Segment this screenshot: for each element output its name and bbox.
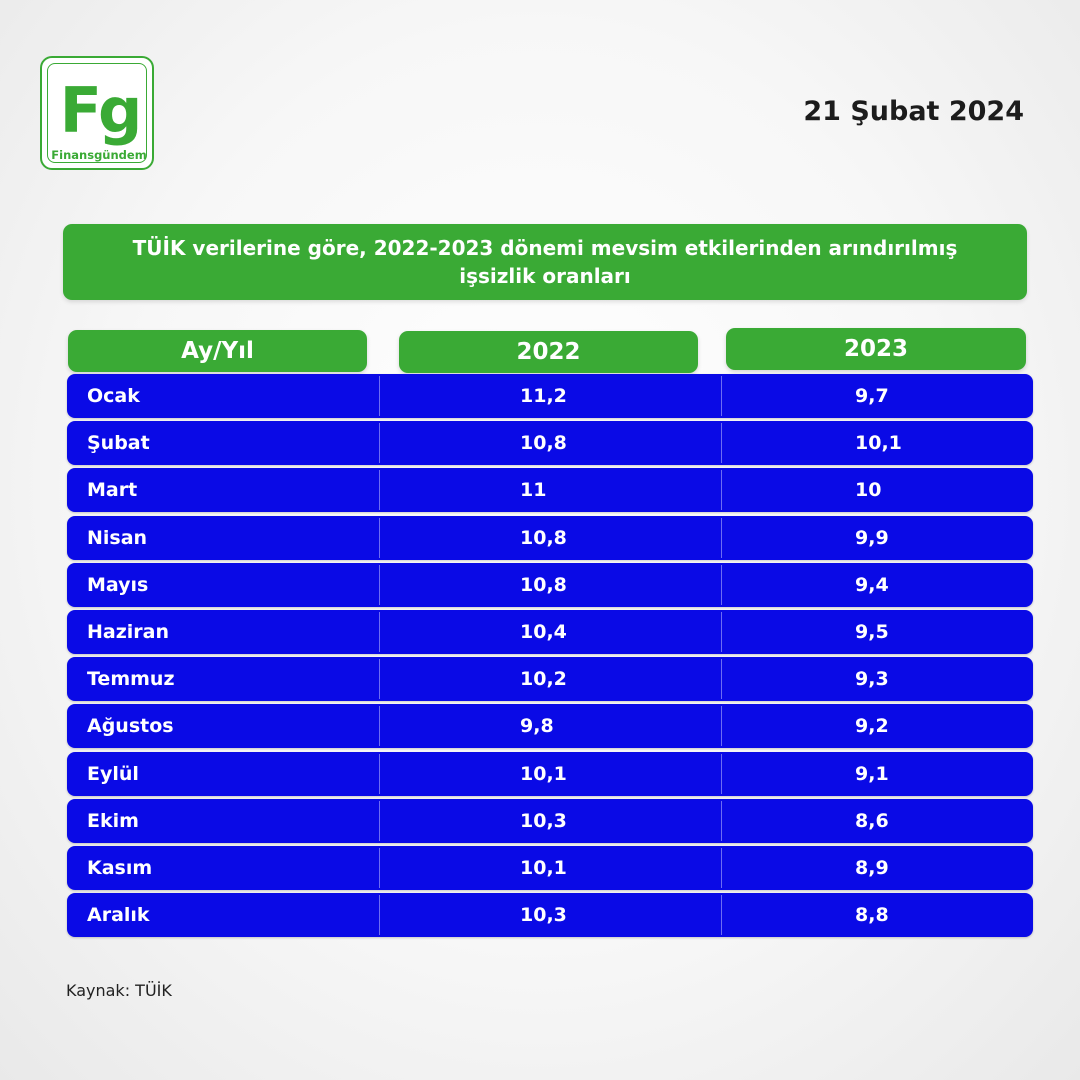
cell-month: Aralık	[87, 904, 150, 927]
cell-month: Kasım	[87, 856, 153, 879]
cell-2022: 10,4	[520, 620, 567, 643]
table-row: Kasım 10,1 8,9	[67, 845, 1033, 890]
column-divider	[379, 470, 380, 511]
cell-2022: 10,1	[520, 762, 567, 785]
cell-month: Mayıs	[87, 573, 149, 596]
table-row: Temmuz 10,2 9,3	[67, 657, 1033, 702]
column-divider	[379, 564, 380, 605]
cell-2023: 9,2	[855, 715, 889, 738]
column-divider	[721, 470, 722, 511]
table-body: Ocak 11,2 9,7 Şubat 10,8 10,1 Mart 11 10 Nisan 10,…	[67, 374, 1033, 940]
cell-2023: 10,1	[855, 432, 902, 455]
cell-2022: 10,8	[520, 573, 567, 596]
cell-2023: 10	[855, 479, 882, 502]
column-divider	[721, 423, 722, 464]
column-divider	[721, 847, 722, 888]
logo-monogram-icon: Fg Finansgündem	[51, 74, 146, 162]
publish-date: 21 Şubat 2024	[803, 96, 1024, 127]
table-row: Ekim 10,3 8,6	[67, 798, 1033, 843]
cell-2023: 9,5	[855, 620, 889, 643]
column-divider	[721, 517, 722, 558]
table-row: Aralık 10,3 8,8	[67, 893, 1033, 938]
column-divider	[721, 376, 722, 416]
table-row: Nisan 10,8 9,9	[67, 515, 1033, 560]
cell-2022: 9,8	[520, 715, 554, 738]
table-row: Eylül 10,1 9,1	[67, 751, 1033, 796]
table-row: Mayıs 10,8 9,4	[67, 562, 1033, 607]
column-divider	[379, 895, 380, 936]
table-row: Şubat 10,8 10,1	[67, 421, 1033, 466]
cell-2023: 9,3	[855, 668, 889, 691]
column-divider	[721, 611, 722, 652]
column-divider	[379, 800, 380, 841]
cell-month: Ekim	[87, 809, 139, 832]
cell-month: Mart	[87, 479, 138, 502]
column-header-2023: 2023	[726, 328, 1026, 370]
cell-2022: 11,2	[520, 385, 567, 407]
column-divider	[721, 659, 722, 700]
cell-2022: 10,3	[520, 809, 567, 832]
cell-2022: 10,2	[520, 668, 567, 691]
table-row: Haziran 10,4 9,5	[67, 609, 1033, 654]
cell-2022: 11	[520, 479, 547, 502]
cell-month: Şubat	[87, 432, 150, 455]
logo-monogram: Fg	[60, 74, 139, 147]
table-row: Ağustos 9,8 9,2	[67, 704, 1033, 749]
column-divider	[379, 611, 380, 652]
cell-month: Temmuz	[87, 668, 175, 691]
source-note: Kaynak: TÜİK	[66, 981, 172, 1000]
column-header-month: Ay/Yıl	[68, 330, 367, 372]
cell-2023: 8,6	[855, 809, 889, 832]
cell-2022: 10,8	[520, 526, 567, 549]
column-divider	[379, 659, 380, 700]
table-row: Mart 11 10	[67, 468, 1033, 513]
cell-2023: 8,9	[855, 856, 889, 879]
table-row: Ocak 11,2 9,7	[67, 374, 1033, 418]
column-divider	[721, 895, 722, 936]
column-divider	[721, 800, 722, 841]
column-divider	[379, 753, 380, 794]
cell-month: Ocak	[87, 385, 140, 407]
table-title: TÜİK verilerine göre, 2022-2023 dönemi m…	[63, 224, 1027, 300]
column-divider	[721, 564, 722, 605]
column-divider	[379, 847, 380, 888]
column-divider	[721, 753, 722, 794]
cell-2022: 10,1	[520, 856, 567, 879]
cell-2023: 9,1	[855, 762, 889, 785]
cell-2023: 8,8	[855, 904, 889, 927]
column-divider	[379, 423, 380, 464]
cell-2022: 10,3	[520, 904, 567, 927]
cell-2023: 9,4	[855, 573, 889, 596]
column-divider	[721, 706, 722, 747]
cell-month: Nisan	[87, 526, 148, 549]
column-divider	[379, 376, 380, 416]
cell-month: Ağustos	[87, 715, 174, 738]
cell-month: Eylül	[87, 762, 139, 785]
cell-2023: 9,7	[855, 385, 889, 407]
cell-2022: 10,8	[520, 432, 567, 455]
column-divider	[379, 517, 380, 558]
column-header-2022: 2022	[399, 331, 698, 373]
logo-brand-name: Finansgündem	[51, 148, 146, 162]
column-divider	[379, 706, 380, 747]
finansgundem-logo: Fg Finansgündem	[40, 56, 154, 170]
cell-2023: 9,9	[855, 526, 889, 549]
cell-month: Haziran	[87, 620, 170, 643]
